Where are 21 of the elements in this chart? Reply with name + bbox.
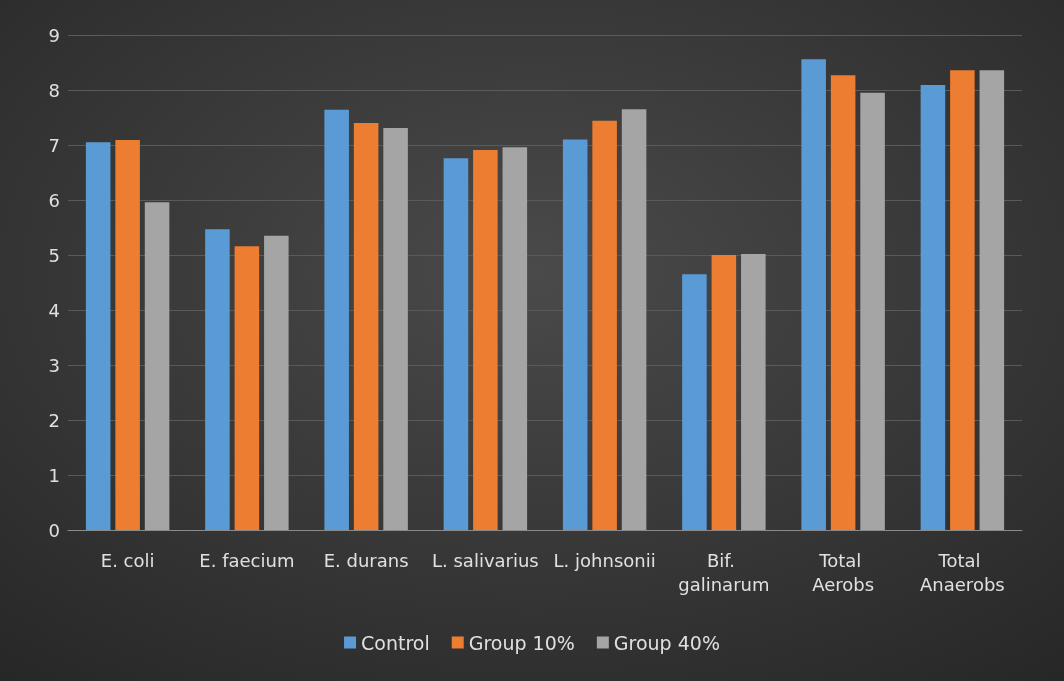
x-tick-label: Bif. galinarum — [678, 549, 770, 595]
y-tick-label: 4 — [48, 299, 60, 321]
y-tick-label: 9 — [48, 24, 60, 46]
x-tick-label: E. faecium — [199, 549, 295, 571]
x-tick-label: E. coli — [100, 549, 155, 571]
y-tick-label: 1 — [48, 464, 60, 486]
legend-label: Group 10% — [468, 631, 575, 654]
y-tick-label: 2 — [48, 409, 60, 431]
y-tick-label: 8 — [48, 79, 60, 101]
y-tick-label: 3 — [48, 354, 60, 376]
y-tick-label: 7 — [48, 134, 60, 156]
x-tick-label: Total Anaerobs — [920, 549, 1005, 595]
x-tick-label: L. salivarius — [431, 549, 539, 571]
y-tick-label: 6 — [48, 189, 60, 211]
legend-label: Control — [361, 631, 430, 654]
x-tick-label: E. durans — [323, 549, 409, 571]
x-tick-label: Total Aerobs — [812, 549, 875, 595]
legend-label: Group 40% — [613, 631, 720, 654]
y-tick-label: 0 — [48, 519, 60, 541]
x-tick-label: L. johnsonii — [553, 549, 656, 571]
y-tick-label: 5 — [48, 244, 60, 266]
